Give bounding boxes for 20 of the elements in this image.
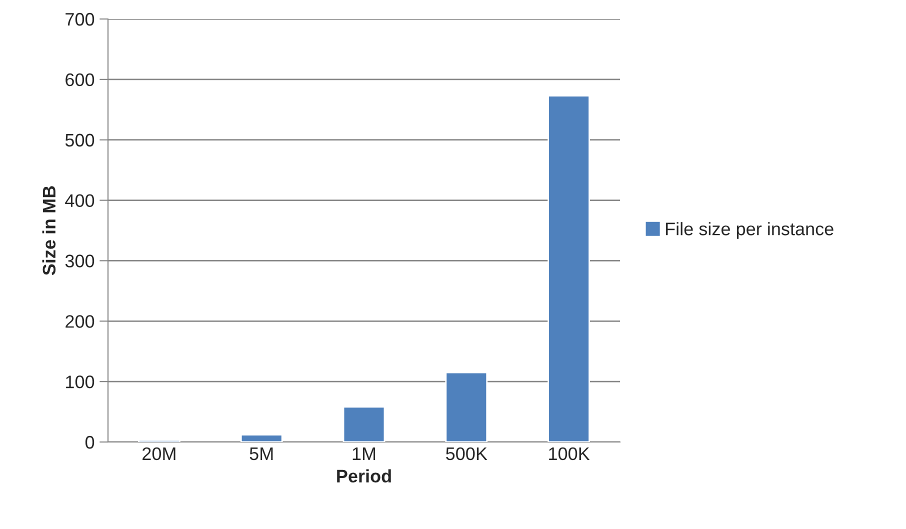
bar	[445, 372, 488, 442]
y-tick-label: 500	[65, 134, 94, 147]
x-axis-title: Period	[337, 469, 391, 483]
y-tick-label: 600	[66, 73, 94, 86]
y-axis-title: Size in MB	[42, 186, 56, 276]
x-tick-label: 5M	[250, 448, 273, 460]
x-tick-label: 500K	[446, 447, 488, 460]
bar	[342, 406, 386, 442]
bar	[548, 95, 590, 442]
x-tick-label: 1M	[352, 448, 376, 460]
y-tick-label: 100	[66, 376, 94, 388]
y-tick-label: 700	[66, 12, 94, 26]
bar	[240, 434, 283, 442]
y-tick-label: 200	[66, 315, 94, 328]
y-tick-label: 0	[85, 436, 94, 449]
x-tick-label: 100K	[549, 447, 590, 460]
x-tick-label: 20M	[142, 447, 176, 460]
y-tick-label: 400	[65, 194, 94, 208]
y-tick-label: 300	[65, 254, 94, 268]
legend-label: File size per instance	[666, 222, 834, 239]
